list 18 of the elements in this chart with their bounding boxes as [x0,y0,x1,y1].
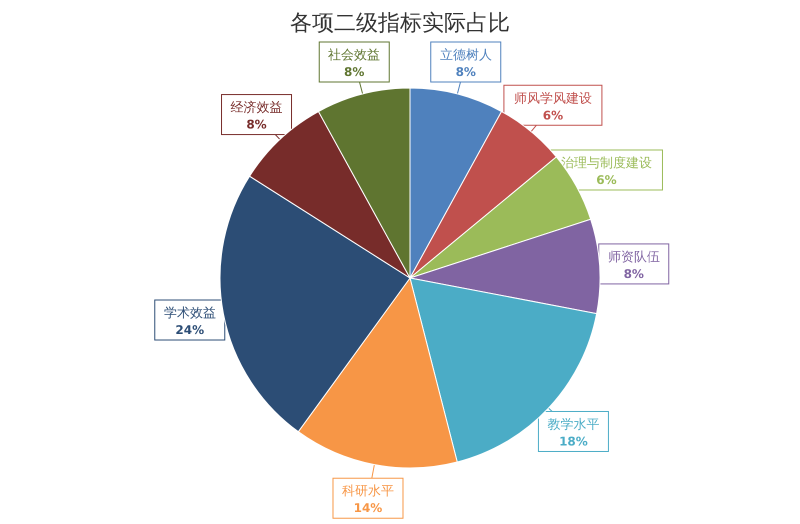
slice-label: 社会效益 [328,48,380,63]
data-label: 6% [596,172,617,187]
title: 各项二级指标实际占比 [290,11,510,36]
data-label: 8% [456,65,476,79]
slice-label: 教学水平 [547,417,600,432]
slice-label: 经济效益 [230,100,283,116]
slice-label: 科研水平 [342,484,394,500]
slice-label: 学术效益 [164,306,216,322]
slice-label: 师风学风建设 [514,91,592,106]
data-label: 8% [246,118,267,132]
slice-label: 师资队伍 [608,250,660,265]
data-label: 14% [354,501,382,516]
data-label: 6% [542,108,564,122]
data-label: 8% [624,266,644,281]
data-label: 8% [344,65,364,79]
slice-label: 立德树人 [440,47,492,63]
data-label: 24% [175,323,204,338]
data-label: 18% [559,434,588,448]
